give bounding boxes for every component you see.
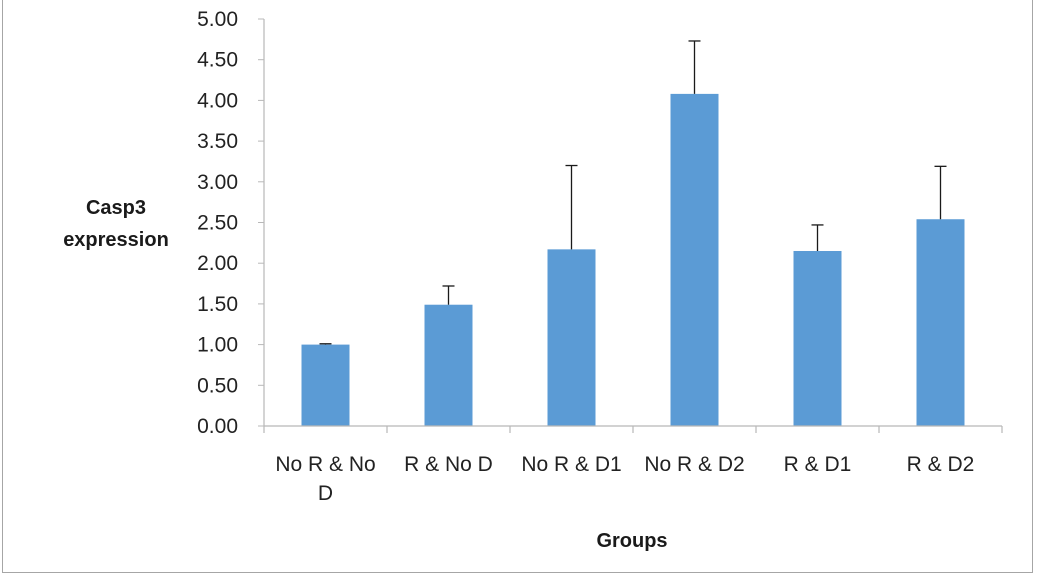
bar	[547, 249, 596, 426]
x-category-label: R & D2	[907, 453, 975, 476]
bar	[301, 344, 350, 426]
y-tick-label: 4.50	[197, 49, 238, 72]
axes	[263, 19, 1003, 433]
x-category-label-line: D	[318, 482, 333, 505]
y-tick-label: 2.00	[197, 252, 238, 275]
y-tick-label: 1.00	[197, 334, 238, 357]
y-axis-title: Casp3 expression	[63, 197, 169, 251]
y-axis-title-line: expression	[63, 229, 169, 251]
y-tick-label: 1.50	[197, 293, 238, 316]
error-bars	[319, 40, 947, 345]
bar	[424, 304, 473, 426]
y-axis-ticks: 0.00 0.50 1.00 1.50 2.00 2.50 3.00 3.50 4.00 4.50…	[197, 8, 264, 438]
y-tick-label: 0.00	[197, 415, 238, 438]
y-tick-label: 2.50	[197, 212, 238, 235]
x-category-label: No R & No D	[275, 453, 375, 505]
y-tick-label: 5.00	[197, 8, 238, 31]
x-axis-categories: No R & No D R & No D No R & D1 No R & D2 R & …	[275, 453, 974, 505]
y-tick-label: 0.50	[197, 374, 238, 397]
x-category-label: No R & D1	[521, 453, 621, 476]
bar	[916, 219, 965, 426]
x-category-label-line: R & D2	[907, 453, 975, 476]
x-category-label: No R & D2	[644, 453, 744, 476]
bars	[301, 93, 965, 426]
x-category-label: R & No D	[404, 453, 493, 476]
x-category-label-line: No R & No	[275, 453, 375, 476]
x-category-label-line: No R & D2	[644, 453, 744, 476]
x-category-label-line: R & D1	[784, 453, 852, 476]
y-tick-label: 3.00	[197, 171, 238, 194]
y-axis-title-line: Casp3	[86, 197, 146, 219]
x-category-label: R & D1	[784, 453, 852, 476]
x-axis-title: Groups	[596, 530, 667, 552]
y-tick-label: 3.50	[197, 130, 238, 153]
bar	[670, 93, 719, 426]
y-tick-label: 4.00	[197, 89, 238, 112]
bar	[793, 250, 842, 426]
x-category-label-line: No R & D1	[521, 453, 621, 476]
x-category-label-line: R & No D	[404, 453, 493, 476]
